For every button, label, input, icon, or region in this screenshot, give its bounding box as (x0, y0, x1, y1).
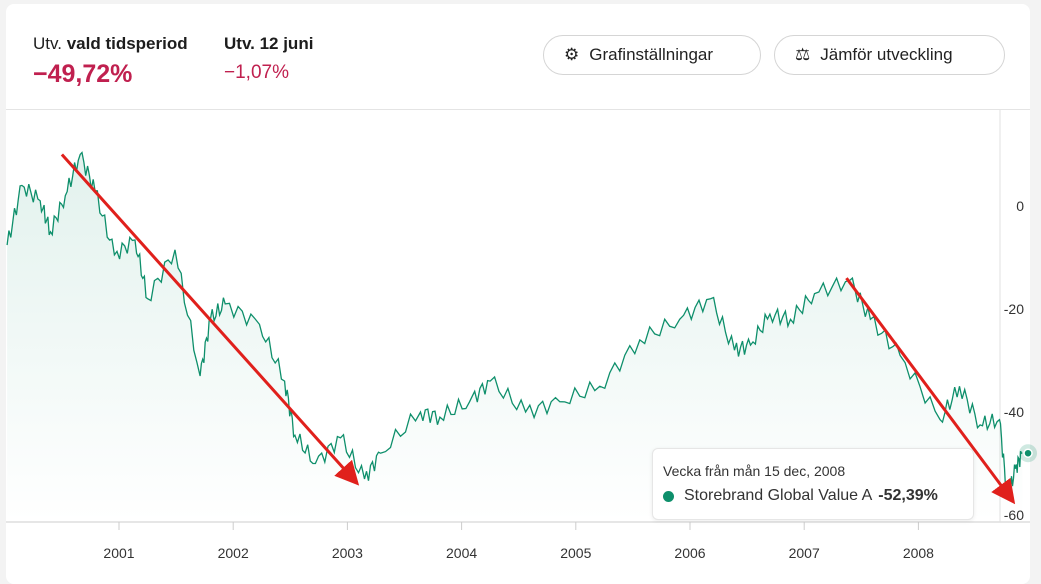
hover-point (1023, 448, 1033, 458)
day-value: −1,07% (224, 62, 289, 83)
divider (6, 109, 1030, 110)
series-dot-icon (663, 490, 674, 502)
period-value: −49,72% (33, 60, 133, 88)
tooltip-series: Storebrand Global Value A (684, 487, 873, 504)
period-label: vald tidsperiod (66, 34, 188, 53)
tooltip-value: -52,39% (878, 487, 938, 504)
x-tick-label: 2006 (674, 545, 705, 561)
y-tick-label: -40 (1004, 404, 1024, 420)
chart-settings-label: Grafinställningar (589, 45, 714, 64)
x-tick-label: 2007 (789, 545, 820, 561)
compare-button[interactable]: ⚖ Jämför utveckling (774, 35, 1005, 75)
red-arrow-annotation (845, 277, 1016, 505)
red-arrow-annotation (60, 153, 360, 486)
scales-icon: ⚖ (795, 45, 811, 64)
compare-label: Jämför utveckling (820, 45, 953, 64)
day-stat: Utv. 12 juni −1,07% (224, 34, 313, 84)
x-tick-label: 2005 (560, 545, 591, 561)
gear-icon: ⚙ (564, 45, 580, 64)
x-tick-label: 2008 (903, 545, 934, 561)
period-stat: Utv. vald tidsperiod −49,72% (33, 34, 188, 89)
series-area (7, 152, 1023, 522)
tooltip-date: Vecka från mån 15 dec, 2008 (663, 463, 846, 479)
x-tick-label: 2004 (446, 545, 477, 561)
line-chart[interactable]: 2001 2002 2003 2004 2005 2006 2007 2008 0 -20 -40 -… (0, 0, 1041, 571)
chart-settings-button[interactable]: ⚙ Grafinställningar (543, 35, 761, 75)
period-label-prefix: Utv. (33, 34, 62, 53)
day-label: Utv. 12 juni (224, 34, 314, 53)
x-tick-label: 2002 (218, 545, 249, 561)
x-tick-label: 2001 (103, 545, 134, 561)
y-tick-label: 0 (1016, 198, 1024, 214)
y-tick-label: -20 (1004, 301, 1024, 317)
tooltip: Vecka från mån 15 dec, 2008 Storebrand G… (652, 448, 974, 520)
x-tick-label: 2003 (332, 545, 363, 561)
